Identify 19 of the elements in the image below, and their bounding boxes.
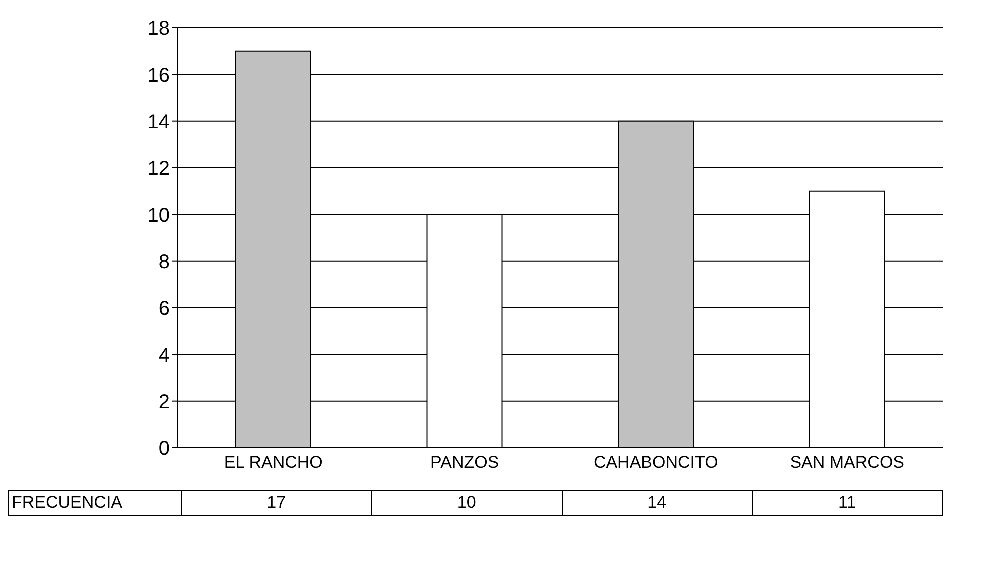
data-label: 17 (182, 490, 372, 516)
x-tick-label: PANZOS (430, 453, 500, 472)
y-tick-label: 18 (148, 18, 170, 40)
y-tick-label: 12 (148, 158, 170, 180)
x-tick-label: CAHABONCITO (594, 453, 718, 472)
data-label: 10 (372, 490, 562, 516)
y-tick-label: 10 (148, 204, 170, 227)
data-label: 14 (562, 490, 752, 516)
x-tick-label: EL RANCHO (224, 453, 323, 472)
x-tick-label: SAN MARCOS (790, 453, 905, 472)
y-tick-label: 16 (148, 64, 170, 87)
y-tick-label: 0 (158, 438, 170, 460)
y-tick-label: 8 (158, 251, 170, 274)
text: FRECUENCIA (8, 490, 182, 516)
y-tick-label: 2 (158, 391, 170, 414)
y-tick-label: 6 (158, 298, 170, 320)
y-tick-label: 14 (148, 111, 170, 134)
data-label: 11 (752, 490, 942, 516)
y-tick-label: 4 (158, 344, 170, 367)
